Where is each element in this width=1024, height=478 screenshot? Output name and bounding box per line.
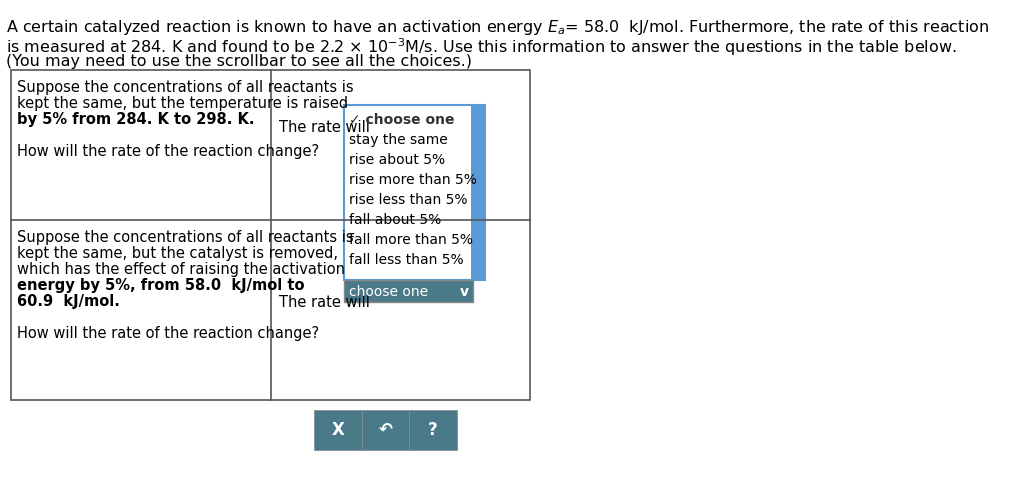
- Text: rise less than 5%: rise less than 5%: [348, 193, 467, 207]
- FancyBboxPatch shape: [344, 105, 485, 280]
- Text: is measured at 284. K and found to be 2.2 × 10$^{-3}$M/s. Use this information t: is measured at 284. K and found to be 2.…: [6, 36, 957, 58]
- Text: v: v: [460, 285, 469, 299]
- FancyBboxPatch shape: [410, 410, 457, 450]
- Text: fall about 5%: fall about 5%: [348, 213, 441, 227]
- Text: kept the same, but the catalyst is removed,: kept the same, but the catalyst is remov…: [17, 246, 338, 261]
- Text: ↶: ↶: [379, 421, 392, 439]
- Text: fall more than 5%: fall more than 5%: [348, 233, 473, 247]
- Text: choose one: choose one: [348, 285, 428, 299]
- Text: 60.9  kJ/mol.: 60.9 kJ/mol.: [17, 294, 120, 309]
- Text: X: X: [332, 421, 344, 439]
- Text: ?: ?: [428, 421, 438, 439]
- Text: ✓ choose one: ✓ choose one: [348, 113, 454, 127]
- Text: fall less than 5%: fall less than 5%: [348, 253, 463, 267]
- Text: by 5% from 284. K to 298. K.: by 5% from 284. K to 298. K.: [17, 112, 255, 127]
- FancyBboxPatch shape: [344, 280, 473, 302]
- FancyBboxPatch shape: [471, 105, 485, 280]
- Text: Suppose the concentrations of all reactants is: Suppose the concentrations of all reacta…: [17, 80, 353, 95]
- Text: which has the effect of raising the activation: which has the effect of raising the acti…: [17, 262, 345, 277]
- Text: How will the rate of the reaction change?: How will the rate of the reaction change…: [17, 326, 319, 341]
- Text: energy by 5%, from 58.0  kJ/mol to: energy by 5%, from 58.0 kJ/mol to: [17, 278, 304, 293]
- Text: rise about 5%: rise about 5%: [348, 153, 444, 167]
- Text: How will the rate of the reaction change?: How will the rate of the reaction change…: [17, 144, 319, 159]
- FancyBboxPatch shape: [313, 410, 361, 450]
- Text: A certain catalyzed reaction is known to have an activation energy $E_a$= 58.0  : A certain catalyzed reaction is known to…: [6, 18, 989, 37]
- Text: The rate will: The rate will: [280, 120, 370, 135]
- Text: stay the same: stay the same: [348, 133, 447, 147]
- Text: kept the same, but the temperature is raised: kept the same, but the temperature is ra…: [17, 96, 348, 111]
- Text: Suppose the concentrations of all reactants is: Suppose the concentrations of all reacta…: [17, 230, 353, 245]
- Text: The rate will: The rate will: [280, 295, 370, 310]
- Text: (You may need to use the scrollbar to see all the choices.): (You may need to use the scrollbar to se…: [6, 54, 472, 69]
- FancyBboxPatch shape: [361, 410, 410, 450]
- Text: rise more than 5%: rise more than 5%: [348, 173, 476, 187]
